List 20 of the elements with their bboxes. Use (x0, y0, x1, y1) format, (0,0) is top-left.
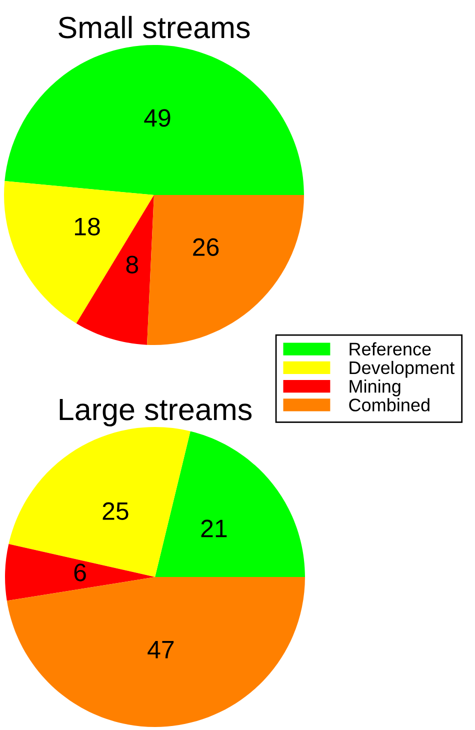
pie-slice (147, 195, 304, 345)
legend-label: Mining (350, 380, 400, 396)
pie-slice (76, 195, 154, 345)
data-label: 21 (201, 520, 227, 538)
data-label: 8 (126, 256, 138, 274)
pie-slice (4, 181, 154, 324)
data-label: 25 (102, 502, 128, 520)
data-label: 18 (75, 218, 100, 236)
data-label: 6 (74, 564, 86, 582)
chart-title: Large streams (60, 399, 252, 426)
data-label: 49 (144, 109, 170, 127)
legend-label: Combined (349, 398, 430, 412)
pie-slice (155, 431, 305, 577)
legend-label: Development (350, 360, 454, 378)
pie-slice (5, 544, 155, 601)
data-label: 26 (193, 238, 219, 256)
legend-label: Reference (350, 342, 431, 356)
data-label: 47 (148, 641, 174, 658)
pie-slice (4, 45, 304, 195)
chart-title: Small streams (58, 16, 250, 38)
